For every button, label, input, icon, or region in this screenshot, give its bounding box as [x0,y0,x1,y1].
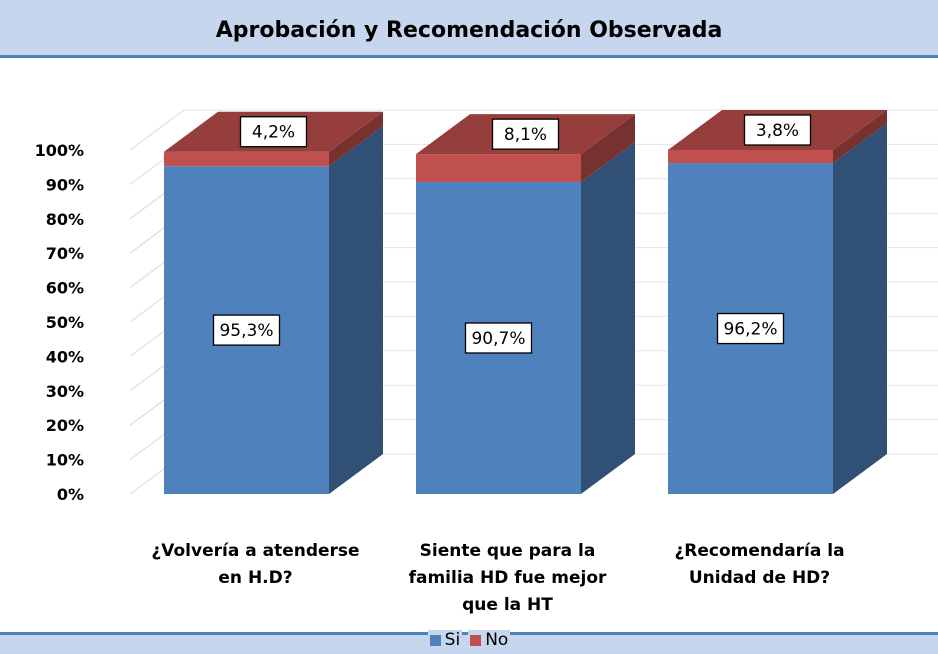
x-tick-label-line: en H.D? [218,568,292,588]
legend-swatch-si [429,635,441,646]
x-tick-label-line: ¿Volvería a atenderse [151,541,359,561]
data-label-no-box [239,116,308,148]
y-tick-label: 100% [35,141,84,160]
data-label-si: 95,3% [219,321,273,341]
legend-swatch-no [470,635,482,646]
y-tick-label: 30% [46,382,84,401]
data-label-no: 3,8% [756,121,799,141]
x-tick-label-line: que la HT [462,595,553,615]
y-tick-label: 50% [46,313,84,332]
bar-side [833,123,887,495]
bar-side [833,110,887,164]
bar-side [581,141,635,494]
gridline-diagonal [129,109,185,151]
y-tick-label: 60% [46,279,84,298]
y-tick-label: 70% [46,244,84,263]
x-tick-label: ¿Recomendaría la Unidad de HD? [674,541,844,588]
title-band [0,0,938,58]
y-tick-label: 0% [57,485,84,504]
y-tick-label: 20% [46,416,84,435]
x-tick-label-line: familia HD fue mejor [409,568,607,588]
data-label-no-box [743,114,812,146]
data-label-si-box [464,322,533,354]
legend-item-no: No [468,630,511,650]
y-tick-label: 90% [46,175,84,194]
bar-front [668,150,833,164]
data-label-si: 96,2% [723,320,777,340]
legend: Si No [0,630,938,650]
chart-title: Aprobación y Recomendación Observada [215,18,723,43]
data-label-no: 8,1% [504,125,547,145]
legend-label-si: Si [444,630,461,650]
y-tick-label: 40% [46,347,84,366]
data-label-si-box [212,314,281,346]
data-label-si: 90,7% [471,329,525,349]
legend-item-si: Si [427,630,463,650]
data-label-no: 4,2% [252,123,295,143]
bar-front [164,151,329,167]
y-tick-label: 10% [46,451,84,470]
bar-side [329,126,383,494]
legend-label-no: No [485,630,509,650]
bar-front [416,154,581,182]
bar-side [329,111,383,167]
data-label-no-box [491,118,560,150]
y-tick-label: 80% [46,210,84,229]
x-tick-label-line: Siente que para la [420,541,596,561]
x-tick-label-line: ¿Recomendaría la [674,541,844,561]
data-label-si-box [716,312,785,345]
x-tick-label-line: Unidad de HD? [689,568,830,588]
x-tick-label: ¿Volvería a atenderse en H.D? [151,541,359,588]
x-tick-label: Siente que para la familia HD fue mejor qu… [409,541,607,615]
bar-side [581,114,635,182]
